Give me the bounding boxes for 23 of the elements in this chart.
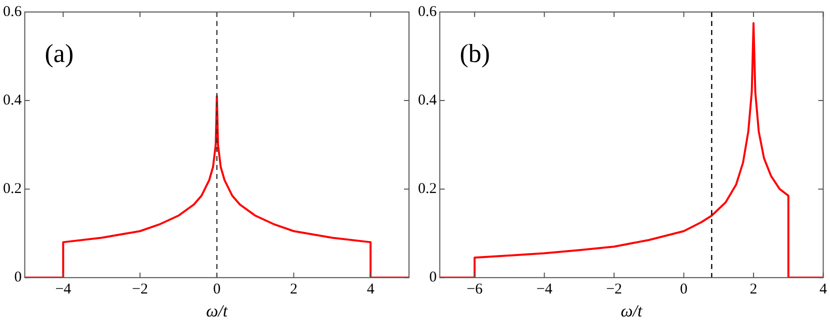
y-tick-label: 0.4 [418, 92, 438, 108]
x-axis-title: ω/t [206, 301, 229, 320]
x-tick-label: 0 [213, 282, 221, 298]
x-tick-label: −4 [536, 282, 553, 298]
annotation: (a) [44, 38, 74, 68]
y-tick-label: 0 [14, 270, 22, 286]
x-tick-label: −6 [466, 282, 484, 298]
x-tick-label: 0 [680, 282, 688, 298]
x-tick-label: −4 [55, 282, 72, 298]
x-tick-label: −2 [132, 282, 148, 298]
y-tick-label: 0.6 [418, 4, 438, 20]
annotation: (b) [460, 38, 490, 68]
y-tick-label: 0 [429, 270, 437, 286]
x-tick-label: −2 [606, 282, 622, 298]
x-tick-label: 2 [750, 282, 758, 298]
x-tick-label: 4 [820, 282, 828, 298]
x-tick-label: 4 [366, 282, 375, 298]
y-tick-label: 0.4 [3, 92, 22, 108]
y-tick-label: 0.2 [418, 181, 437, 198]
y-tick-label: 0.2 [3, 181, 22, 198]
y-tick-label: 0.6 [3, 4, 22, 20]
x-tick-label: 2 [290, 282, 298, 298]
x-axis-title: ω/t [620, 301, 644, 320]
